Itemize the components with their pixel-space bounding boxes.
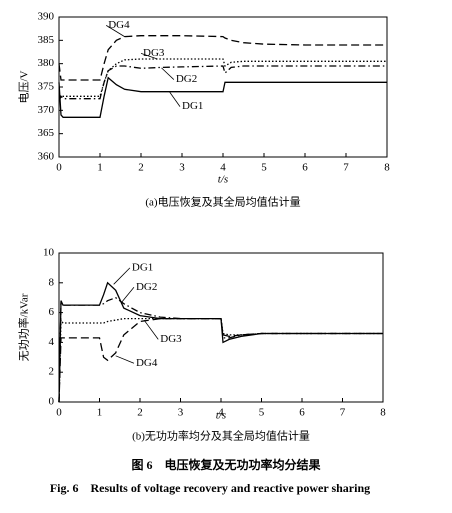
x-axis-label: t/s bbox=[216, 410, 226, 422]
leader-line bbox=[161, 67, 175, 80]
series-label: DG4 bbox=[108, 19, 130, 31]
x-tick-label: 6 bbox=[302, 162, 308, 174]
y-tick-label: 0 bbox=[49, 396, 55, 408]
x-tick-label: 2 bbox=[138, 162, 144, 174]
chart-caption: (a)电压恢复及其全局均值估计量 bbox=[145, 195, 300, 209]
series-line bbox=[58, 76, 387, 118]
figure-caption-en: Fig. 6 Results of voltage recovery and r… bbox=[50, 481, 370, 495]
leader-line bbox=[113, 267, 131, 285]
leader-line bbox=[105, 25, 125, 37]
y-tick-label: 6 bbox=[49, 306, 55, 318]
series-label: DG1 bbox=[132, 261, 153, 273]
series-label: DG3 bbox=[160, 333, 182, 345]
leader-line bbox=[169, 91, 181, 107]
x-tick-label: 7 bbox=[343, 162, 349, 174]
x-tick-label: 4 bbox=[220, 162, 226, 174]
leader-line bbox=[121, 287, 135, 303]
leader-line bbox=[115, 355, 135, 364]
series-line bbox=[58, 317, 383, 403]
x-tick-label: 1 bbox=[97, 407, 103, 419]
y-tick-label: 2 bbox=[49, 366, 55, 378]
y-tick-label: 360 bbox=[38, 151, 55, 163]
series-label: DG2 bbox=[136, 281, 157, 293]
y-tick-label: 4 bbox=[49, 336, 55, 348]
x-tick-label: 6 bbox=[299, 407, 305, 419]
series-line bbox=[58, 317, 383, 403]
x-tick-label: 3 bbox=[179, 162, 185, 174]
plot-frame bbox=[58, 16, 388, 158]
series-label: DG2 bbox=[176, 73, 197, 85]
plot-frame bbox=[58, 252, 384, 403]
series-line bbox=[58, 296, 383, 403]
x-tick-label: 3 bbox=[178, 407, 184, 419]
series-line bbox=[58, 65, 387, 102]
y-tick-label: 10 bbox=[43, 247, 55, 259]
x-axis-label: t/s bbox=[218, 174, 228, 186]
series-label: DG1 bbox=[182, 100, 203, 112]
y-axis-label: 电压/V bbox=[18, 70, 31, 103]
leader-line bbox=[140, 53, 158, 60]
figure-caption-cn: 图 6 电压恢复及无功功率均分结果 bbox=[131, 457, 320, 472]
y-tick-label: 385 bbox=[38, 34, 55, 46]
x-tick-label: 2 bbox=[137, 407, 143, 419]
x-tick-label: 5 bbox=[261, 162, 267, 174]
x-tick-label: 8 bbox=[384, 162, 390, 174]
series-line bbox=[58, 35, 387, 81]
x-tick-label: 4 bbox=[218, 407, 224, 419]
series-label: DG4 bbox=[136, 357, 158, 369]
x-tick-label: 5 bbox=[259, 407, 265, 419]
y-tick-label: 390 bbox=[38, 11, 55, 23]
x-tick-label: 1 bbox=[97, 162, 103, 174]
x-tick-label: 0 bbox=[56, 162, 62, 174]
y-tick-label: 8 bbox=[49, 276, 55, 288]
y-tick-label: 380 bbox=[38, 57, 55, 69]
series-label: DG3 bbox=[143, 47, 165, 59]
y-tick-label: 370 bbox=[38, 104, 55, 116]
x-tick-label: 8 bbox=[380, 407, 386, 419]
chart-caption: (b)无功功率均分及其全局均值估计量 bbox=[132, 429, 310, 443]
leader-line bbox=[143, 319, 159, 340]
x-tick-label: 7 bbox=[340, 407, 346, 419]
y-tick-label: 365 bbox=[38, 127, 55, 139]
y-tick-label: 375 bbox=[38, 81, 55, 93]
y-axis-label: 无功功率/kVar bbox=[17, 293, 31, 361]
x-tick-label: 0 bbox=[56, 407, 62, 419]
